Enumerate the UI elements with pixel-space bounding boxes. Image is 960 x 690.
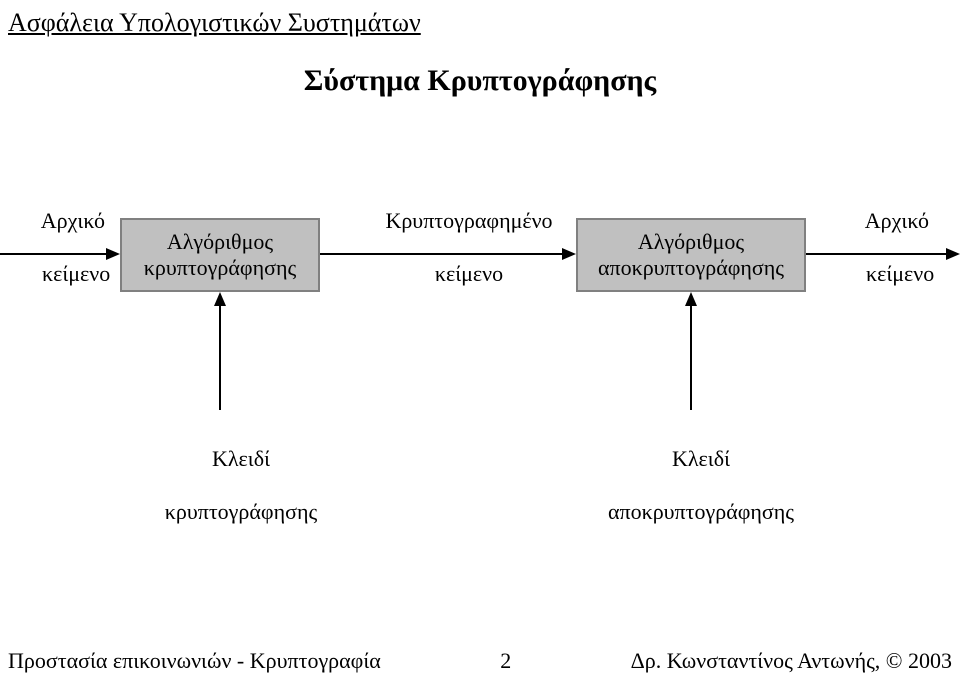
plaintext-in-line2: κείμενο xyxy=(42,261,110,286)
encryption-box-line2: κρυπτογράφησης xyxy=(144,255,296,280)
arrow-dec-to-out-head xyxy=(946,248,960,260)
ciphertext-line2: κείμενο xyxy=(435,261,503,286)
plaintext-in-label: Αρχικό κείμενο xyxy=(20,182,120,314)
arrow-key-dec xyxy=(690,306,692,410)
arrow-key-enc xyxy=(219,306,221,410)
plaintext-out-line1: Αρχικό xyxy=(865,208,929,233)
footer-right: Δρ. Κωνσταντίνος Αντωνής, © 2003 xyxy=(631,648,952,674)
decryption-key-line1: Κλειδί xyxy=(672,446,730,471)
ciphertext-line1: Κρυπτογραφημένο xyxy=(385,208,552,233)
decryption-key-line2: αποκρυπτογράφησης xyxy=(608,499,794,524)
plaintext-out-line2: κείμενο xyxy=(866,261,934,286)
encryption-key-line2: κρυπτογράφησης xyxy=(165,499,317,524)
decryption-box-line2: αποκρυπτογράφησης xyxy=(598,255,784,280)
plaintext-out-label: Αρχικό κείμενο xyxy=(844,182,944,314)
decryption-key-label: Κλειδί αποκρυπτογράφησης xyxy=(570,420,810,552)
arrow-key-enc-head xyxy=(214,292,226,306)
encryption-key-line1: Κλειδί xyxy=(212,446,270,471)
page-title: Σύστημα Κρυπτογράφησης xyxy=(0,64,960,98)
page: Ασφάλεια Υπολογιστικών Συστημάτων Σύστημ… xyxy=(0,0,960,690)
decryption-box: Αλγόριθμος αποκρυπτογράφησης xyxy=(576,218,806,292)
footer-left: Προστασία επικοινωνιών - Κρυπτογραφία xyxy=(8,648,381,674)
page-header: Ασφάλεια Υπολογιστικών Συστημάτων xyxy=(8,8,421,38)
arrow-plain-to-enc xyxy=(0,253,106,255)
encryption-box-line1: Αλγόριθμος xyxy=(167,229,273,254)
footer: Προστασία επικοινωνιών - Κρυπτογραφία 2 … xyxy=(8,648,952,674)
arrow-enc-to-dec-head xyxy=(562,248,576,260)
ciphertext-label: Κρυπτογραφημένο κείμενο xyxy=(358,182,558,314)
arrow-plain-to-enc-head xyxy=(106,248,120,260)
encryption-box: Αλγόριθμος κρυπτογράφησης xyxy=(120,218,320,292)
arrow-key-dec-head xyxy=(685,292,697,306)
footer-center: 2 xyxy=(500,648,511,674)
decryption-box-line1: Αλγόριθμος xyxy=(638,229,744,254)
plaintext-in-line1: Αρχικό xyxy=(41,208,105,233)
encryption-key-label: Κλειδί κρυπτογράφησης xyxy=(130,420,330,552)
